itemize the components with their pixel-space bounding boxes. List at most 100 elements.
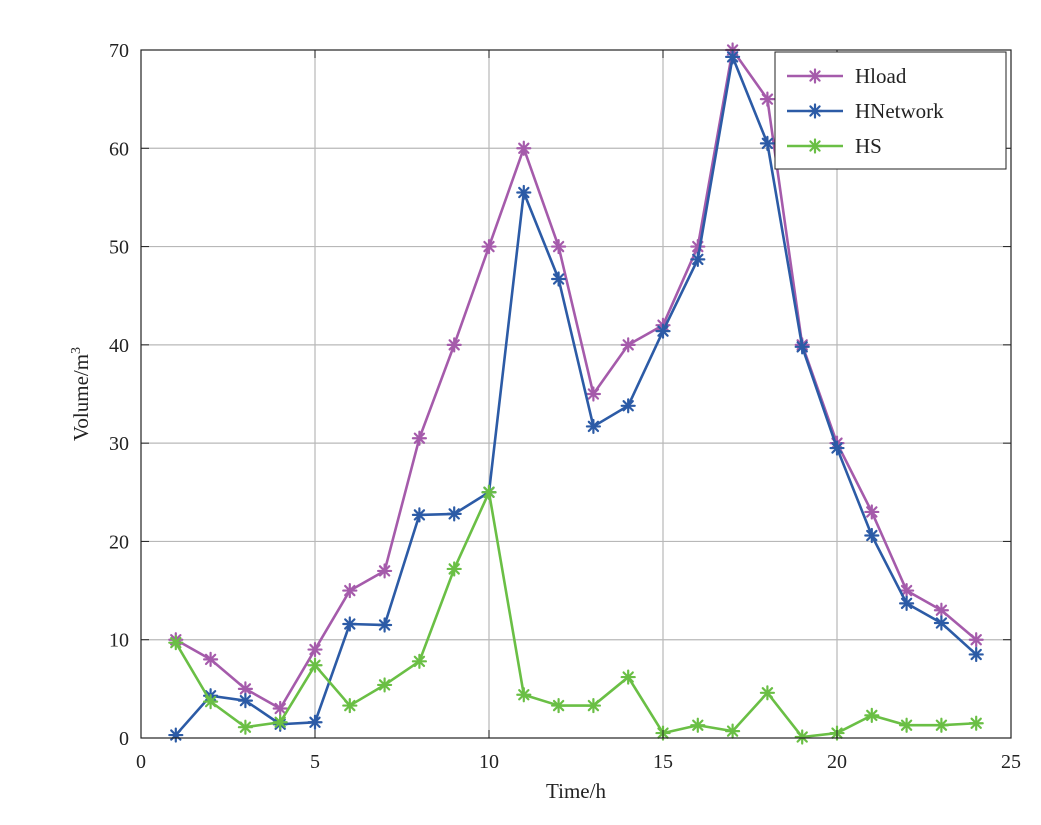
data-point-hs [759, 685, 776, 701]
marker-stroke [344, 584, 356, 597]
x-tick-label: 20 [827, 751, 847, 773]
data-point-hs [724, 723, 741, 739]
marker-stroke [413, 432, 426, 444]
marker-stroke [657, 325, 669, 337]
marker-stroke [413, 655, 426, 668]
marker-stroke [344, 618, 356, 630]
data-point-hload [411, 430, 427, 446]
data-point-hnetwork [550, 271, 567, 287]
marker-stroke [761, 687, 774, 699]
data-point-hs [516, 687, 532, 703]
marker-stroke [796, 341, 808, 353]
data-point-hnetwork [237, 693, 253, 709]
legend-label: HNetwork [855, 99, 944, 123]
data-point-hnetwork [342, 616, 358, 632]
marker-stroke [726, 725, 739, 737]
data-point-hs [968, 715, 984, 731]
series-line-hs [174, 490, 977, 739]
marker-stroke [866, 709, 878, 722]
data-point-hload [898, 582, 915, 599]
data-point-hnetwork [516, 184, 532, 201]
data-point-hload [446, 337, 462, 353]
data-point-hload [585, 386, 602, 402]
data-point-hs [446, 561, 462, 577]
data-point-hload [690, 238, 706, 255]
series-line-hload [175, 48, 978, 710]
marker-stroke [761, 93, 774, 105]
marker-stroke [483, 240, 495, 253]
marker-stroke [587, 388, 600, 400]
legend-label: Hload [855, 64, 907, 88]
data-point-hload [342, 582, 358, 599]
marker-stroke [448, 339, 460, 351]
marker-stroke [518, 689, 530, 701]
marker-stroke [518, 186, 530, 199]
data-point-hnetwork [446, 506, 462, 522]
marker-stroke [726, 51, 739, 63]
data-point-hnetwork [933, 615, 950, 631]
marker-stroke [900, 719, 913, 731]
y-axis-title-superscript: 3 [69, 347, 84, 354]
legend-label: HS [855, 134, 882, 158]
data-point-hs [898, 717, 915, 733]
marker-stroke [274, 716, 286, 728]
data-point-hload [203, 651, 219, 667]
marker-stroke [552, 240, 565, 253]
x-tick-label: 10 [479, 751, 499, 773]
marker-stroke [309, 659, 321, 671]
marker-stroke [622, 400, 634, 412]
marker-stroke [900, 584, 913, 597]
x-tick-labels: 0 5 10 15 20 25 [136, 751, 1021, 773]
marker-stroke [935, 604, 948, 616]
marker-stroke [622, 671, 634, 683]
marker-stroke [448, 563, 460, 575]
marker-stroke [809, 140, 821, 152]
marker-stroke [692, 253, 704, 266]
data-point-hs [481, 484, 497, 500]
y-tick-label: 20 [109, 531, 129, 553]
y-axis-title: Volume/m3 [69, 347, 93, 441]
data-point-hload [377, 563, 393, 579]
marker-stroke [483, 486, 495, 498]
marker-stroke [413, 509, 426, 521]
y-tick-label: 70 [109, 40, 129, 62]
y-tick-label: 50 [109, 237, 129, 259]
marker-stroke [622, 339, 634, 351]
data-point-hs [237, 719, 253, 735]
y-tick-labels: 0 10 20 30 40 50 60 70 [109, 40, 129, 750]
marker-stroke [518, 142, 530, 154]
marker-stroke [378, 565, 391, 577]
legend: Hload HNetwork HS [774, 51, 1007, 170]
data-point-hs [203, 694, 219, 710]
data-point-hnetwork [968, 646, 984, 663]
data-point-hload [481, 238, 497, 255]
series-group [168, 42, 984, 745]
data-point-hs [377, 677, 393, 693]
marker-stroke [866, 506, 878, 518]
data-point-hload [550, 238, 567, 255]
marker-stroke [344, 699, 356, 712]
marker-stroke [970, 648, 982, 661]
marker-stroke [378, 619, 391, 631]
data-point-hload [272, 700, 288, 717]
marker-stroke [274, 702, 286, 715]
marker-stroke [935, 719, 948, 731]
marker-stroke [239, 721, 252, 733]
marker-stroke [970, 717, 982, 729]
data-point-hnetwork [377, 617, 393, 633]
data-point-hs [690, 717, 706, 733]
data-point-hs [272, 714, 288, 730]
marker-stroke [309, 716, 321, 728]
marker-stroke [448, 508, 460, 520]
marker-stroke [761, 137, 774, 150]
marker-stroke [204, 653, 217, 666]
marker-stroke [170, 636, 182, 649]
marker-stroke [587, 420, 600, 433]
data-point-hs [933, 717, 950, 733]
legend-entry-hnetwork: HNetwork [787, 99, 944, 123]
marker-stroke [587, 699, 600, 712]
data-point-hload [968, 632, 984, 648]
series-hs [168, 484, 984, 745]
data-point-hnetwork [690, 251, 706, 267]
data-point-hload [516, 140, 532, 156]
